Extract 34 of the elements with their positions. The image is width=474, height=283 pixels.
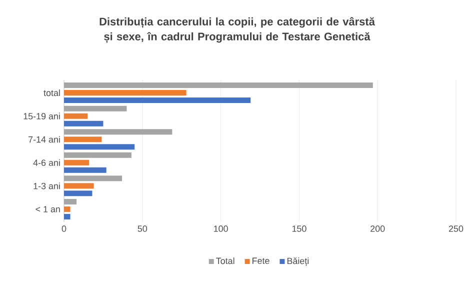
bar <box>64 160 90 166</box>
x-tick-label: 50 <box>138 226 148 232</box>
legend-label: Total <box>216 257 234 264</box>
y-tick-label: 7-14 ani <box>28 136 60 143</box>
bar <box>64 90 186 96</box>
y-tick-label: 1-3 ani <box>34 182 60 190</box>
bar <box>64 82 373 88</box>
bar <box>64 129 172 135</box>
bar <box>64 206 70 212</box>
bar <box>64 176 122 182</box>
chart-title: Distribuția cancerului la copii, pe categorii de vârstă și sexe, în cadrul Programului de Testare Genetică <box>100 17 376 43</box>
bar <box>64 113 88 119</box>
x-tick-label: 250 <box>448 226 464 232</box>
bar <box>64 106 127 112</box>
bar <box>64 120 104 126</box>
bar <box>64 214 70 220</box>
y-tick-label: 4-6 ani <box>33 159 60 166</box>
legend-label: Băieți <box>287 257 309 266</box>
bar <box>64 152 132 158</box>
x-tick-label: 100 <box>214 226 228 232</box>
y-tick-label: 15-19 ani <box>24 112 60 120</box>
x-tick-label: 150 <box>292 226 306 232</box>
x-tick-label: 0 <box>62 226 66 232</box>
legend-label: Fete <box>252 258 270 264</box>
bar <box>64 98 251 104</box>
bar <box>64 136 102 142</box>
bar <box>64 144 135 150</box>
bar <box>64 190 92 196</box>
x-tick-label: 200 <box>370 226 385 232</box>
y-tick-label: total <box>44 90 60 96</box>
y-tick-label: < 1 an <box>36 206 60 212</box>
bar <box>64 183 94 189</box>
bar <box>64 198 77 204</box>
bar <box>64 167 106 173</box>
